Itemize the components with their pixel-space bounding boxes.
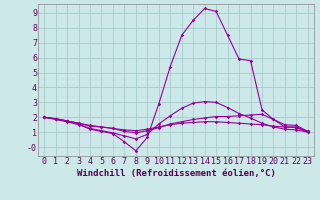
X-axis label: Windchill (Refroidissement éolien,°C): Windchill (Refroidissement éolien,°C)	[76, 169, 276, 178]
